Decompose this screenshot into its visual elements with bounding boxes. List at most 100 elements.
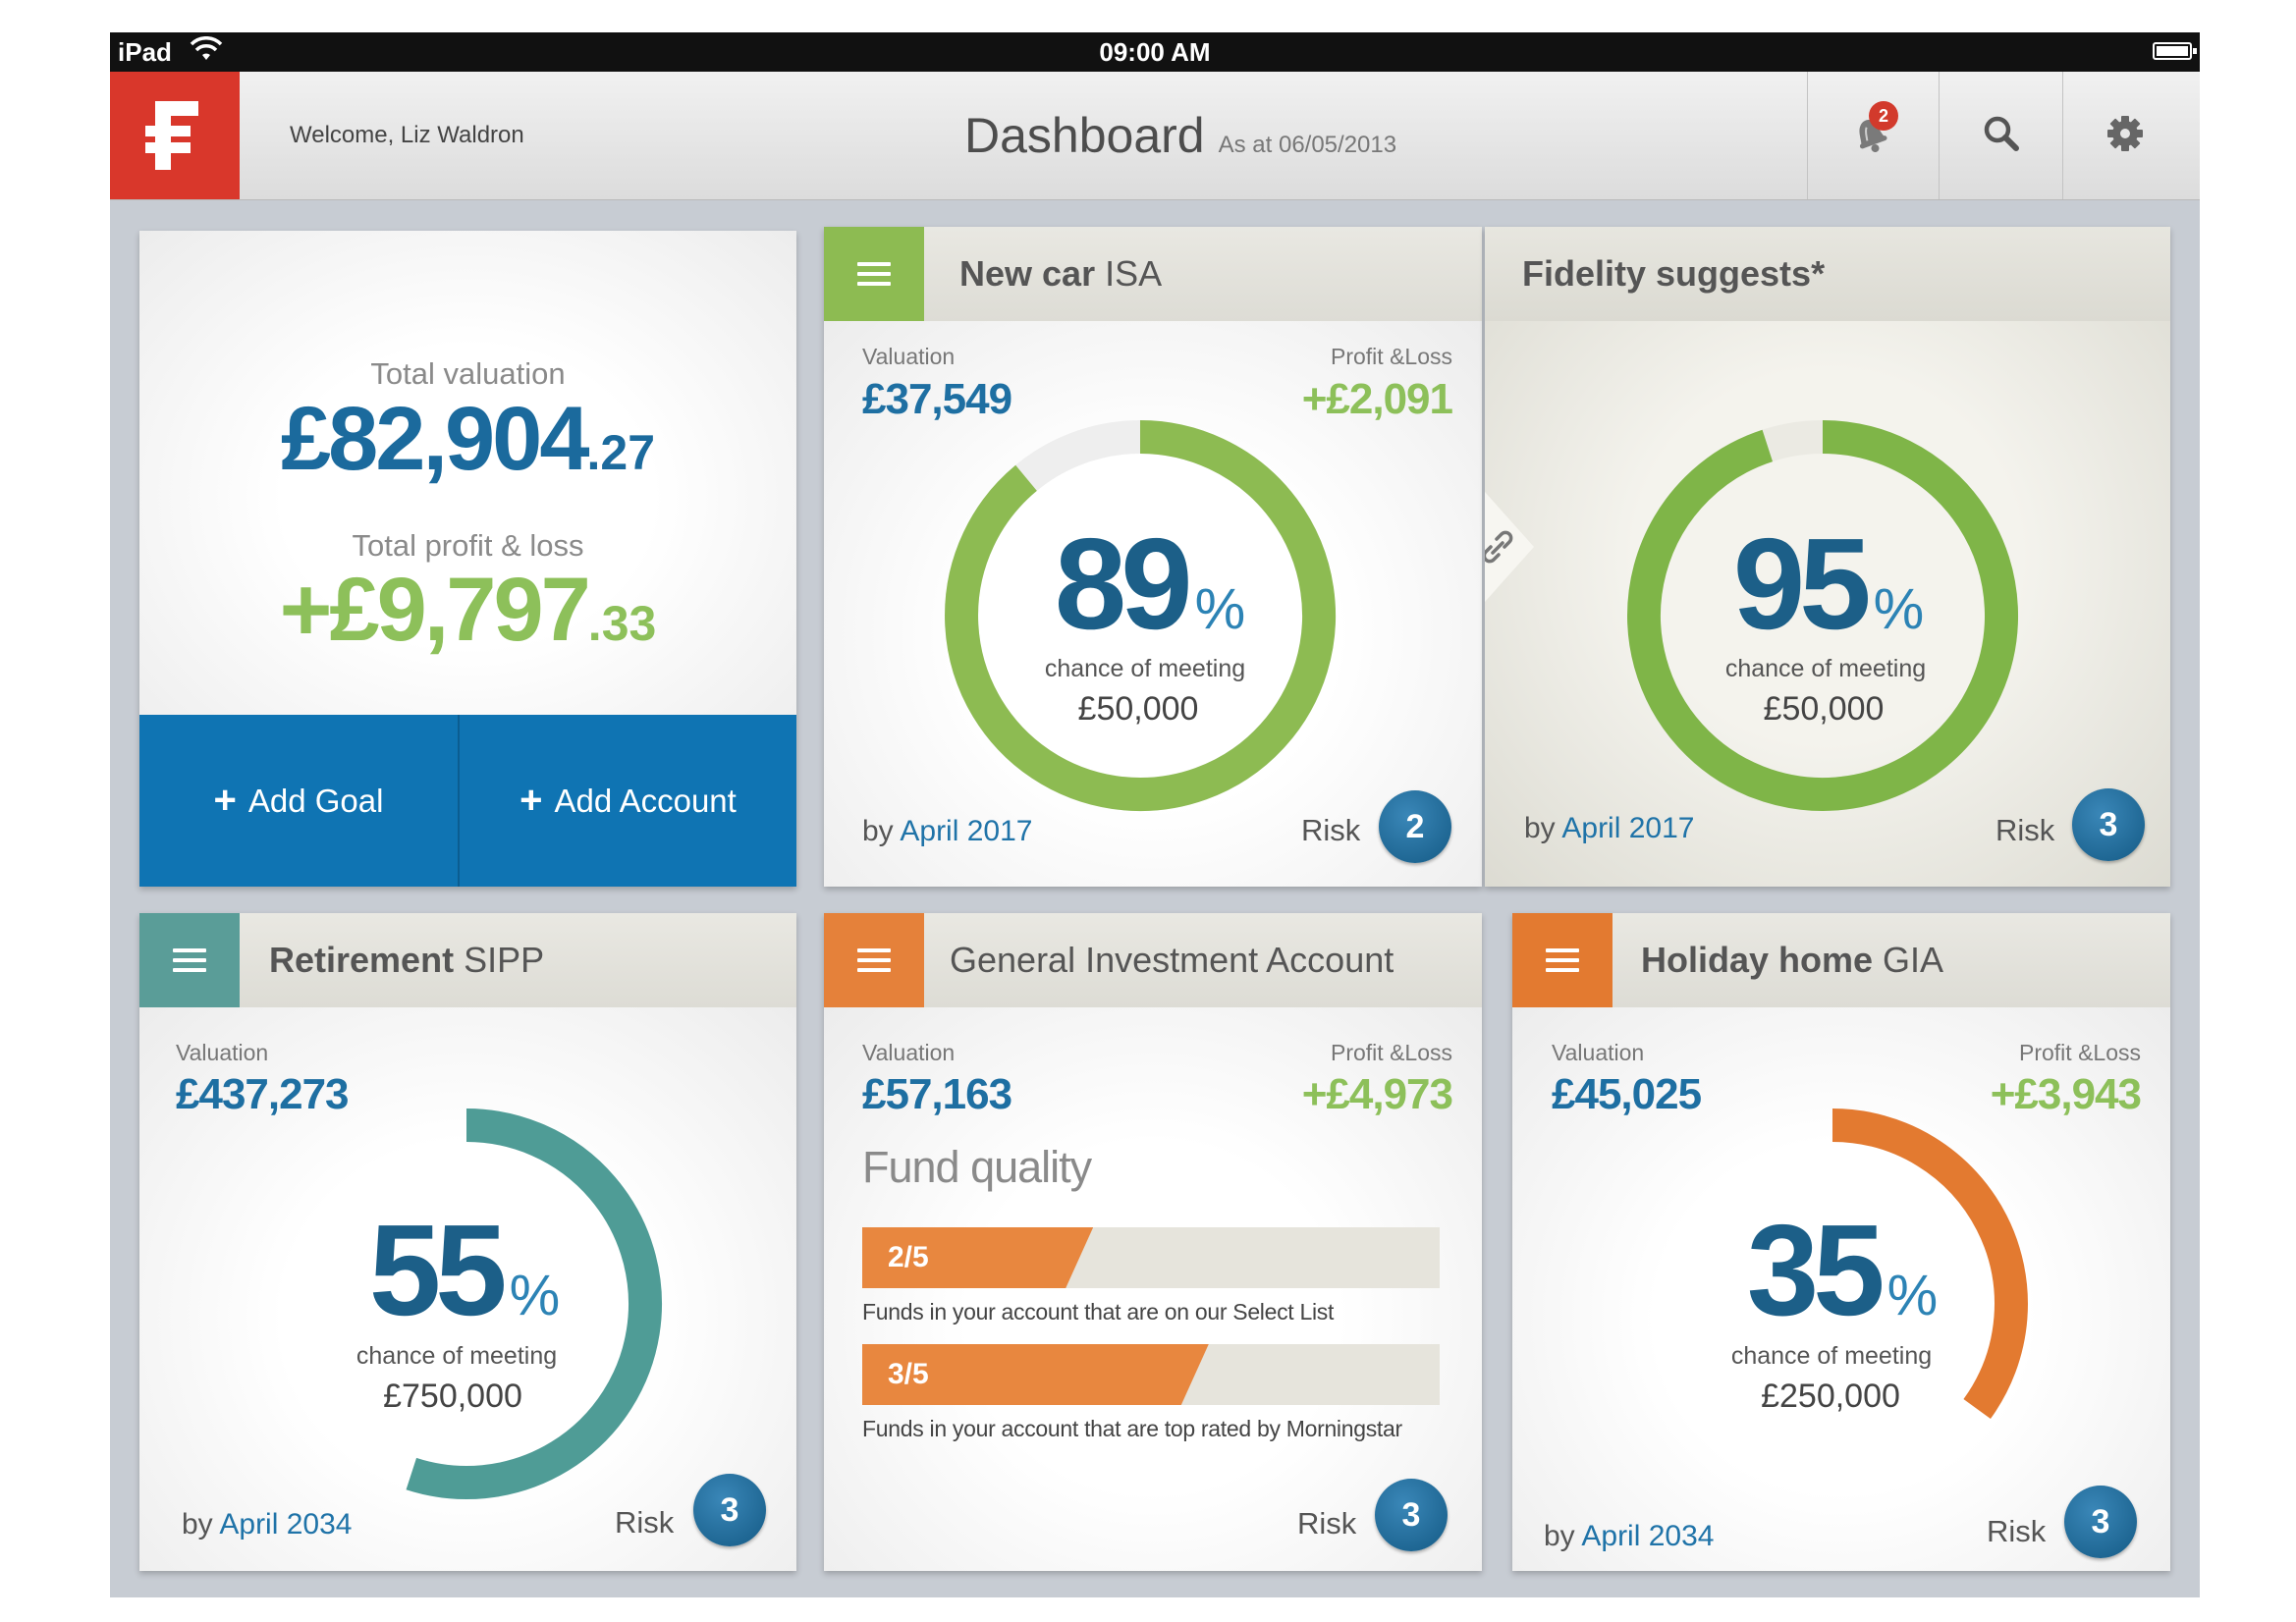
gear-icon xyxy=(2106,115,2144,157)
target-date-value: April 2017 xyxy=(900,815,1033,847)
add-account-label: Add Account xyxy=(554,782,737,819)
profit-loss-value: +£3,943 xyxy=(1990,1070,2142,1118)
total-valuation-label: Total valuation xyxy=(370,356,566,391)
total-valuation-main: £82,904 xyxy=(280,389,590,489)
chance-percentage: 35% xyxy=(1512,1196,2170,1344)
card-body xyxy=(824,1007,1482,1571)
risk-level-badge[interactable]: 2 xyxy=(1379,790,1451,863)
risk-label: Risk xyxy=(1301,813,1361,847)
card-title: Fidelity suggests* xyxy=(1522,227,1825,321)
risk-level-badge[interactable]: 3 xyxy=(2064,1486,2137,1558)
target-date: by April 2034 xyxy=(1544,1520,1714,1553)
goal-progress-ring xyxy=(1627,420,2018,811)
goal-card-retirement-sipp[interactable]: Retirement SIPP Valuation £437,273 55% c… xyxy=(139,913,796,1571)
chance-label: chance of meeting xyxy=(1730,1342,1933,1370)
hamburger-menu-icon xyxy=(1546,948,1579,972)
valuation-value: £437,273 xyxy=(176,1070,350,1118)
card-menu-button[interactable] xyxy=(1512,913,1613,1007)
search-button[interactable] xyxy=(1939,72,2063,199)
card-title-bold: Holiday home xyxy=(1641,940,1874,980)
target-amount: £50,000 xyxy=(1763,690,1885,728)
wifi-icon xyxy=(189,36,224,69)
percent-sign: % xyxy=(1194,577,1246,641)
card-header: New car ISA xyxy=(824,227,1482,321)
card-title-bold: New car xyxy=(959,253,1096,294)
card-title-rest: GIA xyxy=(1873,940,1944,980)
card-menu-button[interactable] xyxy=(139,913,240,1007)
card-header: Retirement SIPP xyxy=(139,913,796,1007)
goal-progress-ring xyxy=(406,1108,662,1499)
card-title-rest: ISA xyxy=(1095,253,1163,294)
goal-card-new-car-isa[interactable]: New car ISA Valuation £37,549 Profit &Lo… xyxy=(824,227,1482,887)
percentage-number: 55 xyxy=(368,1198,508,1342)
valuation-label: Valuation xyxy=(176,1040,269,1065)
target-amount: £250,000 xyxy=(1761,1378,1900,1415)
account-card-general-investment[interactable]: General Investment Account Valuation £57… xyxy=(824,913,1482,1571)
card-menu-button[interactable] xyxy=(824,227,924,321)
fidelity-suggests-card[interactable]: Fidelity suggests* 95% chance of meeting… xyxy=(1485,227,2170,887)
link-connector xyxy=(1485,492,1534,602)
add-goal-button[interactable]: + Add Goal xyxy=(139,715,460,887)
percentage-number: 35 xyxy=(1746,1198,1886,1342)
target-amount: £750,000 xyxy=(383,1378,522,1415)
hamburger-menu-icon xyxy=(173,948,206,972)
ipad-screen: iPad 09:00 AM Welcome, Liz Waldron Dashb… xyxy=(110,32,2200,1597)
clock: 09:00 AM xyxy=(1099,37,1211,67)
valuation-value: £37,549 xyxy=(862,375,1012,423)
select-list-bar-fill xyxy=(862,1227,1093,1288)
valuation-label: Valuation xyxy=(1552,1040,1645,1065)
card-header: Holiday home GIA xyxy=(1512,913,2170,1007)
profit-loss-value: +£4,973 xyxy=(1301,1070,1453,1118)
risk-label: Risk xyxy=(1995,813,2055,847)
card-menu-button[interactable] xyxy=(824,913,924,1007)
percent-sign: % xyxy=(509,1264,561,1327)
bell-icon xyxy=(1846,110,1893,162)
goal-card-holiday-home-gia[interactable]: Holiday home GIA Valuation £45,025 Profi… xyxy=(1512,913,2170,1571)
as-at-date: As at 06/05/2013 xyxy=(1218,132,1397,158)
chance-label: chance of meeting xyxy=(355,1342,558,1370)
chance-percentage: 89% xyxy=(824,510,1476,658)
chance-label: chance of meeting xyxy=(1724,655,1927,682)
total-profit-loss-label: Total profit & loss xyxy=(352,528,584,563)
valuation-value: £57,163 xyxy=(862,1070,1012,1118)
card-title: Retirement SIPP xyxy=(269,913,544,1007)
total-profit-loss-value: +£9,797.33 xyxy=(139,559,796,662)
goal-progress-ring xyxy=(1831,1108,2028,1419)
hamburger-menu-icon xyxy=(857,948,891,972)
settings-button[interactable] xyxy=(2062,72,2187,199)
target-amount: £50,000 xyxy=(1077,690,1199,728)
chance-percentage: 55% xyxy=(139,1196,790,1344)
status-bar: iPad 09:00 AM xyxy=(110,32,2200,72)
search-icon xyxy=(1982,114,2021,158)
risk-level-badge[interactable]: 3 xyxy=(693,1474,766,1546)
profit-loss-label: Profit &Loss xyxy=(2019,1040,2141,1065)
card-title: New car ISA xyxy=(959,227,1162,321)
risk-label: Risk xyxy=(1987,1514,2047,1548)
card-header: Fidelity suggests* xyxy=(1485,227,2170,321)
risk-label: Risk xyxy=(1297,1506,1357,1541)
notification-count-badge: 2 xyxy=(1869,101,1898,131)
total-valuation-decimal: .27 xyxy=(586,425,656,480)
percentage-number: 95 xyxy=(1732,512,1872,656)
link-icon[interactable] xyxy=(1485,525,1520,573)
risk-level-badge[interactable]: 3 xyxy=(1375,1479,1448,1551)
add-account-button[interactable]: + Add Account xyxy=(460,715,796,887)
morningstar-bar: 3/5 xyxy=(862,1344,1440,1405)
carrier-label: iPad xyxy=(118,37,172,67)
profit-loss-label: Profit &Loss xyxy=(1331,1040,1452,1065)
risk-level-badge[interactable]: 3 xyxy=(2072,788,2145,861)
fidelity-logo-icon[interactable] xyxy=(110,72,240,199)
notifications-button[interactable]: 2 xyxy=(1807,72,1932,199)
progress-arc xyxy=(406,1108,662,1499)
target-date: by April 2017 xyxy=(862,815,1032,848)
by-label: by xyxy=(182,1508,213,1541)
target-date-value: April 2034 xyxy=(219,1508,353,1541)
chance-percentage: 95% xyxy=(1485,510,2170,658)
card-body xyxy=(1512,1007,2170,1571)
select-list-description: Funds in your account that are on our Se… xyxy=(862,1299,1335,1325)
top-navigation-bar: Welcome, Liz Waldron Dashboard As at 06/0… xyxy=(110,72,2200,200)
card-header: General Investment Account xyxy=(824,913,1482,1007)
total-profit-loss-main: +£9,797 xyxy=(279,560,591,660)
total-valuation-value: £82,904.27 xyxy=(139,388,796,491)
welcome-message: Welcome, Liz Waldron xyxy=(290,122,524,148)
